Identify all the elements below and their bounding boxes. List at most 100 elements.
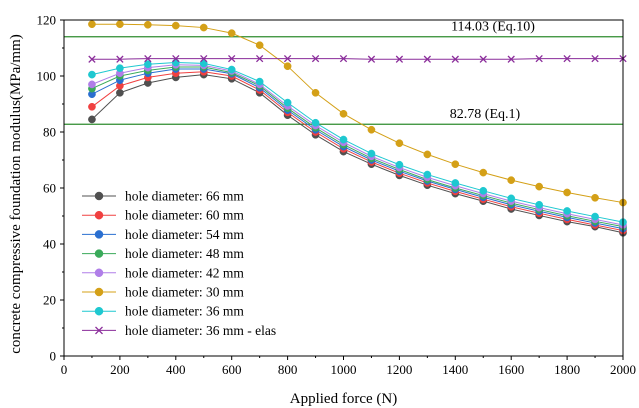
data-point-stroke xyxy=(395,55,404,63)
series-line xyxy=(91,71,624,232)
data-point xyxy=(200,54,208,63)
data-point xyxy=(451,160,460,169)
data-point-stroke xyxy=(228,54,236,63)
data-point xyxy=(255,77,264,86)
data-point-stroke xyxy=(591,54,599,63)
y-tick-label: 100 xyxy=(37,69,57,84)
data-point xyxy=(507,55,515,63)
data-point xyxy=(479,55,487,63)
data-point xyxy=(563,207,571,215)
legend-item: hole diameter: 66 mm xyxy=(82,189,244,204)
y-tick-label: 0 xyxy=(50,349,57,364)
legend-label: hole diameter: 36 mm xyxy=(125,304,244,319)
data-point xyxy=(255,41,264,50)
reference-line-label: 114.03 (Eq.10) xyxy=(451,20,535,35)
reference-lines xyxy=(64,36,623,125)
data-point xyxy=(591,54,599,63)
data-point xyxy=(172,54,180,63)
legend-item: hole diameter: 48 mm xyxy=(82,246,244,261)
x-tick-label: 1600 xyxy=(498,362,524,377)
series-line xyxy=(91,23,624,204)
data-point xyxy=(367,149,376,158)
data-point xyxy=(116,55,124,63)
data-point xyxy=(94,210,104,220)
data-point xyxy=(228,54,236,63)
data-point-stroke xyxy=(311,54,320,63)
data-point xyxy=(94,306,104,316)
y-axis: 0 20 40 60 80 100 120 xyxy=(37,13,64,364)
y-tick-label: 60 xyxy=(43,181,56,196)
legend-label: hole diameter: 36 mm - elas xyxy=(125,323,276,338)
data-point-stroke xyxy=(200,54,208,63)
data-point xyxy=(339,54,348,63)
x-tick-label: 1400 xyxy=(442,362,468,377)
data-point xyxy=(95,326,103,335)
data-point xyxy=(255,54,264,63)
data-point xyxy=(116,20,124,29)
x-tick-label: 1000 xyxy=(331,362,357,377)
data-point xyxy=(367,55,376,63)
legend-item: hole diameter: 42 mm xyxy=(82,265,244,280)
data-point xyxy=(311,54,320,63)
data-point xyxy=(535,200,544,209)
x-tick-label: 2000 xyxy=(610,362,636,377)
data-point xyxy=(116,88,124,97)
data-point xyxy=(199,23,208,32)
legend-label: hole diameter: 42 mm xyxy=(125,265,244,280)
data-point xyxy=(339,109,348,118)
x-tick-label: 1200 xyxy=(386,362,412,377)
legend-item: hole diameter: 60 mm xyxy=(82,208,244,223)
data-point xyxy=(367,125,376,134)
data-point xyxy=(395,160,404,169)
data-point-stroke xyxy=(535,54,543,63)
data-point-stroke xyxy=(563,54,571,63)
data-point xyxy=(311,88,320,97)
y-axis-title: concrete compressive foundation modulus(… xyxy=(8,34,24,354)
data-point xyxy=(395,139,404,148)
data-point xyxy=(88,115,96,124)
series-line xyxy=(91,66,624,228)
series xyxy=(88,58,627,227)
legend-item: hole diameter: 36 mm xyxy=(82,304,244,319)
data-point xyxy=(283,54,292,63)
y-tick-label: 40 xyxy=(43,237,56,252)
data-point xyxy=(144,20,152,29)
legend-label: hole diameter: 66 mm xyxy=(125,189,244,204)
data-point xyxy=(88,102,96,111)
data-point-stroke xyxy=(95,326,103,335)
series-line xyxy=(91,62,624,223)
data-point xyxy=(339,135,348,144)
data-point-stroke xyxy=(339,54,348,63)
y-tick-label: 80 xyxy=(43,125,56,140)
x-axis: 0 200 400 600 800 1000 1200 1400 1600 1800 2000 xyxy=(61,356,636,377)
data-point xyxy=(507,194,516,203)
legend-label: hole diameter: 54 mm xyxy=(125,227,244,242)
data-point xyxy=(171,58,180,67)
data-point xyxy=(423,55,432,63)
x-axis-title: Applied force (N) xyxy=(290,391,397,407)
data-point xyxy=(94,230,104,239)
data-point xyxy=(395,55,404,63)
data-point xyxy=(311,118,320,127)
legend-label: hole diameter: 60 mm xyxy=(125,208,244,223)
data-point xyxy=(507,176,516,185)
data-point-stroke xyxy=(367,55,376,63)
data-point xyxy=(94,287,104,297)
data-point-stroke xyxy=(423,55,432,63)
series-line xyxy=(91,64,624,226)
series-line xyxy=(91,74,624,234)
data-point xyxy=(479,186,488,195)
x-tick-label: 0 xyxy=(61,362,68,377)
series xyxy=(88,54,627,63)
data-point xyxy=(88,55,96,63)
data-point xyxy=(535,54,543,63)
plot-series xyxy=(88,20,627,237)
data-point xyxy=(227,29,236,38)
data-point xyxy=(563,188,571,197)
data-point xyxy=(283,62,292,71)
data-point xyxy=(283,98,292,107)
data-point xyxy=(591,193,599,202)
x-tick-label: 1800 xyxy=(554,362,580,377)
x-tick-label: 600 xyxy=(222,362,242,377)
